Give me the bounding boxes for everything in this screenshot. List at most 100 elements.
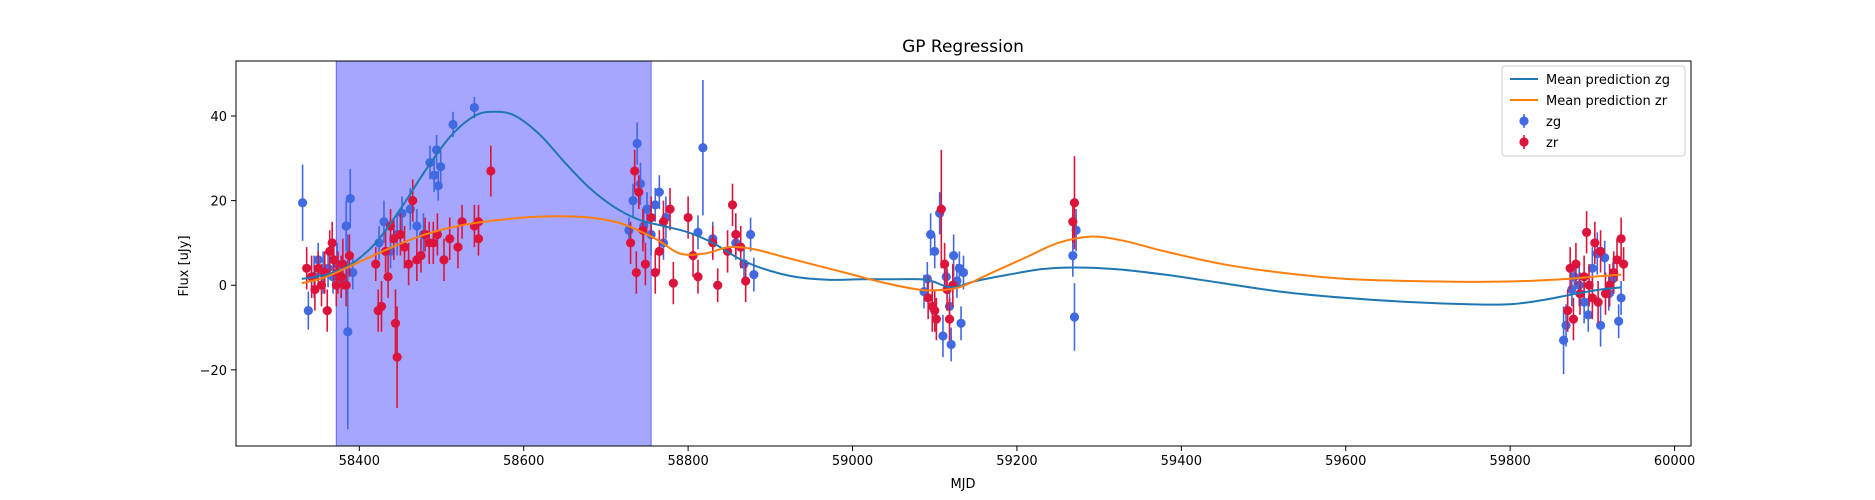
- legend-swatch: [1519, 116, 1529, 126]
- legend-item: Mean prediction zg: [1510, 73, 1670, 88]
- point-zr: [1593, 297, 1603, 307]
- point-zr: [383, 272, 393, 282]
- legend-label: zr: [1546, 136, 1559, 151]
- point-zr: [741, 276, 751, 286]
- point-zg: [448, 119, 458, 130]
- plot-frame: [235, 60, 1692, 447]
- point-zg: [949, 251, 959, 261]
- point-zr: [439, 255, 449, 265]
- x-tick-label: 59400: [1161, 454, 1202, 469]
- point-zg: [946, 339, 956, 350]
- point-zg: [698, 143, 708, 153]
- point-zg: [343, 327, 353, 337]
- point-zr: [693, 272, 703, 282]
- point-zr: [395, 229, 406, 240]
- legend: Mean prediction zg Mean prediction zr zg zr: [1501, 65, 1686, 157]
- point-zr: [1595, 246, 1606, 256]
- point-zg: [1587, 263, 1597, 273]
- point-zr: [1571, 259, 1581, 269]
- legend-swatch: [1519, 137, 1529, 147]
- point-zr: [392, 352, 402, 362]
- point-zr: [930, 306, 940, 316]
- point-zr: [344, 251, 355, 261]
- point-zg: [958, 267, 969, 278]
- legend-item: Mean prediction zr: [1510, 94, 1668, 109]
- y-tick-label: −20: [200, 364, 227, 379]
- x-tick-label: 59800: [1489, 454, 1530, 469]
- point-zr: [630, 166, 640, 176]
- point-zr: [944, 314, 955, 324]
- point-zg: [412, 221, 422, 231]
- y-tick-label: 20: [210, 195, 227, 210]
- point-zr: [453, 242, 463, 252]
- point-zr: [1582, 227, 1592, 237]
- point-zr: [376, 301, 387, 311]
- point-zg: [654, 187, 664, 197]
- legend-label: Mean prediction zg: [1546, 73, 1670, 88]
- axes: 58400 58600 58800 59000 59200 59400 59600 59800…: [200, 60, 1695, 469]
- point-zg: [956, 318, 966, 328]
- point-zg: [345, 193, 355, 204]
- point-zg: [429, 170, 439, 180]
- point-zr: [658, 217, 669, 227]
- point-zg: [436, 162, 446, 172]
- point-zg: [930, 246, 940, 256]
- legend-item: zg: [1519, 114, 1561, 130]
- point-zr: [1069, 198, 1080, 208]
- point-zg: [941, 272, 951, 282]
- point-zr: [416, 251, 426, 261]
- point-zr: [923, 293, 933, 303]
- point-zg: [1569, 272, 1579, 282]
- x-tick-label: 59200: [996, 454, 1037, 469]
- x-tick-label: 59600: [1325, 454, 1366, 469]
- point-zg: [1614, 316, 1624, 326]
- point-zr: [428, 238, 438, 248]
- point-zr: [640, 259, 650, 269]
- point-zg: [303, 306, 313, 316]
- point-zg: [632, 138, 642, 149]
- point-zg: [469, 102, 479, 113]
- point-zg: [1068, 251, 1078, 261]
- point-zr: [408, 196, 418, 206]
- y-axis-label: Flux [uJy]: [177, 235, 192, 296]
- point-zg: [642, 204, 652, 214]
- point-zr: [371, 259, 381, 269]
- point-zg: [1583, 310, 1593, 320]
- point-zr: [631, 267, 641, 278]
- point-zr: [486, 166, 496, 176]
- point-zr: [331, 280, 341, 290]
- point-zr: [931, 314, 941, 324]
- point-zr: [1612, 255, 1622, 265]
- point-zr: [1568, 314, 1579, 324]
- point-zr: [646, 212, 656, 223]
- point-zr: [634, 187, 644, 197]
- point-zg: [1574, 280, 1584, 290]
- point-zr: [390, 318, 401, 328]
- point-zr: [445, 234, 455, 244]
- point-zr: [302, 263, 312, 273]
- point-zr: [316, 280, 327, 290]
- point-zr: [625, 238, 636, 248]
- point-zr: [936, 204, 946, 214]
- point-zr: [713, 280, 723, 290]
- point-zr: [683, 212, 693, 223]
- point-zg: [1616, 293, 1626, 303]
- point-zr: [1600, 289, 1611, 299]
- x-axis-label: MJD: [950, 477, 975, 492]
- point-zr: [1584, 280, 1594, 290]
- point-zr: [1563, 306, 1573, 316]
- point-zr: [668, 278, 678, 288]
- x-tick-label: 58800: [667, 454, 708, 469]
- legend-item: zr: [1519, 135, 1559, 151]
- point-zg: [635, 179, 646, 189]
- point-zg: [650, 200, 660, 210]
- x-tick-label: 58400: [339, 454, 380, 469]
- point-zr: [731, 229, 741, 240]
- point-zr: [329, 255, 339, 265]
- point-zr: [727, 200, 738, 210]
- x-tick-label: 59000: [832, 454, 873, 469]
- point-zr: [1590, 238, 1600, 248]
- legend-label: zg: [1546, 115, 1561, 130]
- point-zr: [650, 267, 660, 278]
